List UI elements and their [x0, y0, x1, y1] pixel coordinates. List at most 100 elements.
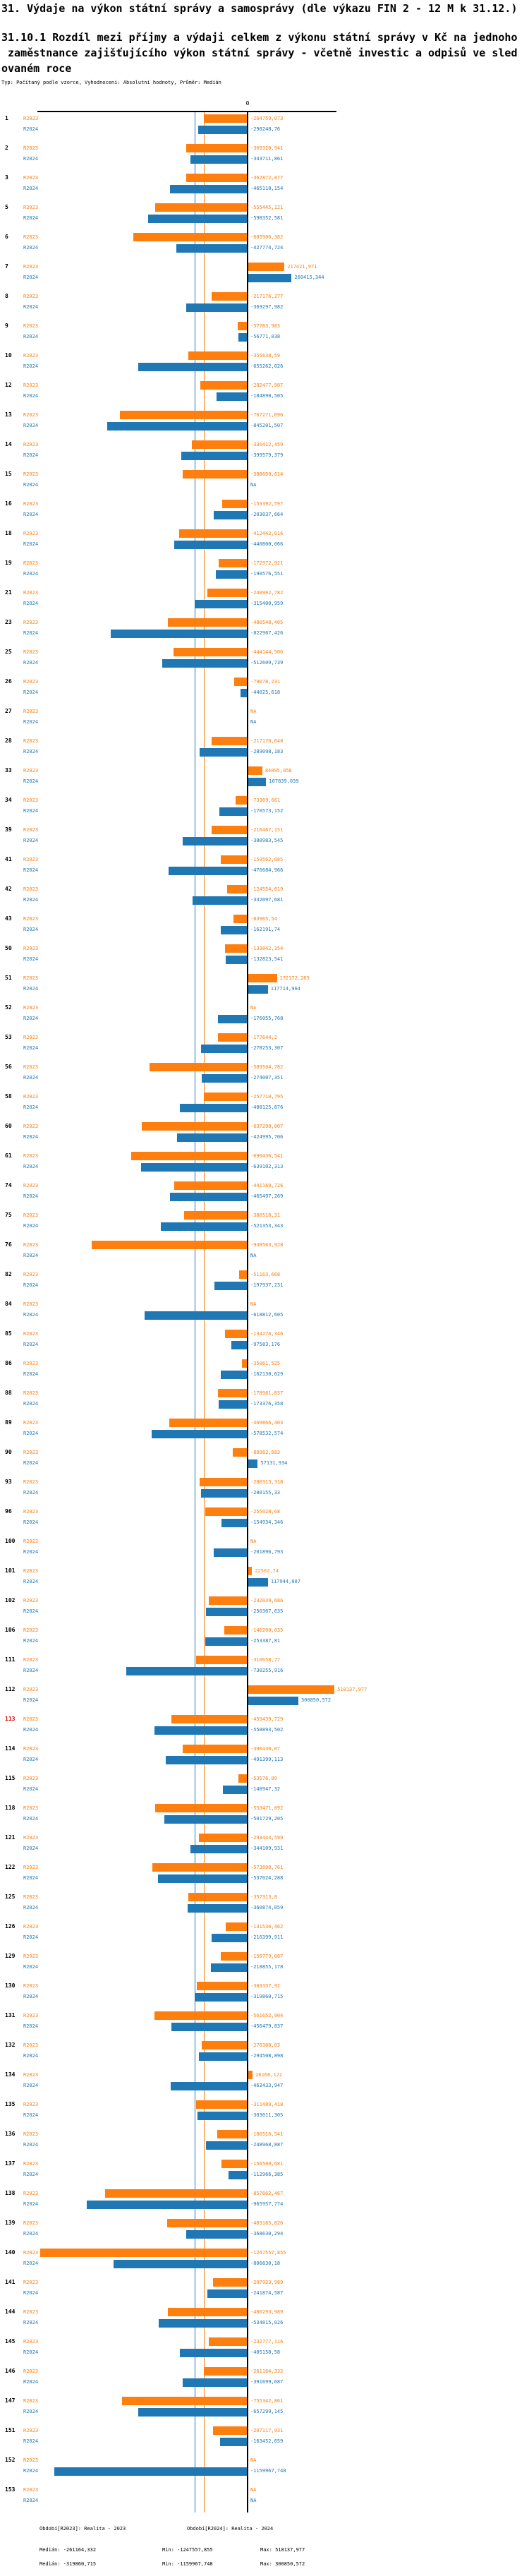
- bar-r2023[interactable]: [238, 1774, 248, 1783]
- bar-r2024[interactable]: [219, 807, 248, 816]
- bar-r2024[interactable]: [192, 896, 248, 905]
- bar-r2023[interactable]: [211, 826, 248, 834]
- bar-r2023[interactable]: [91, 1241, 248, 1249]
- bar-r2024[interactable]: [138, 2407, 248, 2416]
- bar-r2023[interactable]: [178, 529, 248, 538]
- bar-r2024[interactable]: [190, 155, 248, 164]
- bar-r2024[interactable]: [240, 688, 248, 697]
- bar-r2023[interactable]: [218, 1033, 248, 1042]
- bar-r2023[interactable]: [217, 1389, 248, 1397]
- bar-r2023[interactable]: [131, 1152, 248, 1160]
- bar-r2023[interactable]: [154, 2011, 248, 2020]
- bar-r2024[interactable]: [220, 925, 248, 934]
- bar-r2024[interactable]: [248, 1696, 298, 1705]
- bar-r2024[interactable]: [158, 2318, 248, 2328]
- bar-r2023[interactable]: [120, 411, 248, 419]
- bar-r2024[interactable]: [54, 2467, 248, 2476]
- bar-r2024[interactable]: [214, 510, 248, 519]
- bar-r2024[interactable]: [218, 1014, 248, 1023]
- bar-r2023[interactable]: [212, 2278, 248, 2287]
- bar-r2024[interactable]: [216, 570, 248, 579]
- bar-r2023[interactable]: [152, 1863, 248, 1872]
- bar-r2023[interactable]: [217, 2130, 248, 2138]
- bar-r2023[interactable]: [184, 1211, 248, 1220]
- bar-r2024[interactable]: [214, 1548, 248, 1557]
- bar-r2023[interactable]: [238, 322, 248, 330]
- bar-r2024[interactable]: [182, 2378, 248, 2387]
- bar-r2024[interactable]: [220, 2437, 248, 2446]
- bar-r2023[interactable]: [248, 766, 262, 775]
- bar-r2024[interactable]: [206, 2141, 248, 2150]
- bar-r2023[interactable]: [198, 1834, 248, 1842]
- bar-r2024[interactable]: [248, 777, 267, 786]
- bar-r2024[interactable]: [171, 2022, 248, 2031]
- bar-r2023[interactable]: [186, 174, 248, 182]
- bar-r2024[interactable]: [164, 1814, 248, 1824]
- bar-r2024[interactable]: [183, 836, 248, 845]
- bar-r2024[interactable]: [154, 1726, 248, 1735]
- bar-r2023[interactable]: [121, 2397, 248, 2405]
- bar-r2023[interactable]: [188, 1893, 248, 1901]
- bar-r2024[interactable]: [214, 1281, 248, 1290]
- bar-r2023[interactable]: [225, 1922, 248, 1931]
- bar-r2024[interactable]: [107, 421, 248, 431]
- bar-r2024[interactable]: [162, 658, 248, 668]
- bar-r2023[interactable]: [201, 2041, 248, 2050]
- bar-r2023[interactable]: [167, 2219, 248, 2227]
- bar-r2024[interactable]: [229, 2170, 248, 2179]
- bar-r2024[interactable]: [199, 747, 248, 757]
- bar-r2024[interactable]: [217, 392, 248, 401]
- bar-r2023[interactable]: [195, 2100, 248, 2109]
- bar-r2023[interactable]: [248, 2071, 253, 2079]
- bar-r2023[interactable]: [39, 2249, 248, 2257]
- bar-r2024[interactable]: [170, 2081, 248, 2090]
- bar-r2024[interactable]: [220, 1370, 248, 1379]
- bar-r2023[interactable]: [207, 589, 248, 597]
- bar-r2024[interactable]: [181, 451, 248, 460]
- bar-r2024[interactable]: [225, 955, 248, 964]
- bar-r2024[interactable]: [141, 1162, 248, 1172]
- bar-r2024[interactable]: [138, 362, 248, 371]
- bar-r2024[interactable]: [170, 1192, 248, 1201]
- bar-r2024[interactable]: [145, 1311, 248, 1320]
- bar-r2023[interactable]: [213, 2426, 248, 2435]
- bar-r2023[interactable]: [169, 1419, 248, 1427]
- bar-r2024[interactable]: [180, 2348, 248, 2357]
- bar-r2023[interactable]: [188, 351, 248, 360]
- bar-r2023[interactable]: [235, 796, 248, 805]
- bar-r2024[interactable]: [126, 1666, 248, 1675]
- bar-r2024[interactable]: [221, 1518, 248, 1527]
- bar-r2024[interactable]: [179, 1103, 248, 1112]
- bar-r2024[interactable]: [201, 1044, 248, 1053]
- bar-r2023[interactable]: [209, 2337, 248, 2346]
- bar-r2023[interactable]: [248, 974, 277, 982]
- bar-r2023[interactable]: [221, 855, 248, 864]
- bar-r2024[interactable]: [161, 1222, 248, 1231]
- bar-r2023[interactable]: [225, 1330, 248, 1338]
- bar-r2023[interactable]: [167, 618, 248, 627]
- bar-r2023[interactable]: [182, 1745, 248, 1753]
- bar-r2023[interactable]: [248, 1567, 253, 1575]
- bar-r2024[interactable]: [238, 332, 248, 342]
- bar-r2024[interactable]: [170, 184, 248, 193]
- bar-r2023[interactable]: [154, 203, 248, 212]
- bar-r2024[interactable]: [211, 1963, 248, 1972]
- bar-r2024[interactable]: [186, 303, 248, 312]
- bar-r2024[interactable]: [207, 2289, 248, 2298]
- bar-r2024[interactable]: [222, 1785, 248, 1794]
- bar-r2024[interactable]: [176, 243, 248, 253]
- bar-r2024[interactable]: [147, 214, 248, 223]
- bar-r2024[interactable]: [110, 629, 248, 638]
- bar-r2024[interactable]: [187, 1903, 248, 1913]
- bar-r2023[interactable]: [224, 1626, 248, 1635]
- bar-r2023[interactable]: [219, 559, 248, 567]
- bar-r2024[interactable]: [151, 1429, 248, 1438]
- bar-r2024[interactable]: [197, 2111, 248, 2120]
- bar-r2023[interactable]: [191, 440, 248, 449]
- bar-r2024[interactable]: [195, 599, 248, 608]
- bar-r2023[interactable]: [209, 1596, 248, 1605]
- bar-r2024[interactable]: [176, 1133, 248, 1142]
- bar-r2024[interactable]: [168, 866, 248, 875]
- bar-r2024[interactable]: [248, 1577, 268, 1587]
- bar-r2024[interactable]: [248, 985, 268, 994]
